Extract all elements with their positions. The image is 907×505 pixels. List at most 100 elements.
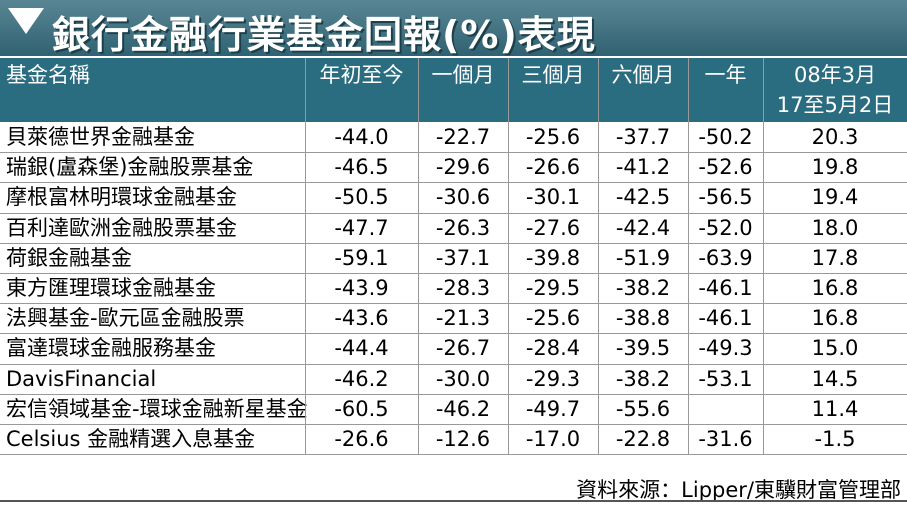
header-cell: 基金名稱 bbox=[6, 63, 90, 87]
column-line bbox=[508, 58, 509, 455]
return-value: 18.0 bbox=[811, 215, 859, 240]
return-value: -31.6 bbox=[698, 427, 753, 451]
row-line bbox=[0, 333, 907, 335]
return-value: -50.5 bbox=[334, 185, 389, 210]
return-value: 19.8 bbox=[811, 155, 859, 180]
return-value: -26.6 bbox=[525, 155, 581, 180]
return-value: -56.5 bbox=[698, 185, 753, 210]
return-value: 19.4 bbox=[811, 185, 859, 210]
row-line bbox=[0, 363, 907, 365]
return-value: -37.7 bbox=[615, 125, 671, 149]
column-line bbox=[763, 58, 764, 455]
return-value: -44.0 bbox=[334, 125, 389, 149]
title-bar bbox=[0, 0, 907, 56]
return-value: -43.9 bbox=[334, 276, 389, 300]
return-value: -52.0 bbox=[698, 215, 753, 240]
return-value: -29.3 bbox=[525, 366, 581, 391]
header-cell: 17至5月2日 bbox=[776, 93, 894, 117]
return-value: 16.8 bbox=[811, 276, 859, 300]
fund-name: 荷銀金融基金 bbox=[6, 245, 132, 270]
return-value: -26.6 bbox=[334, 427, 389, 451]
return-value: -28.3 bbox=[435, 276, 491, 300]
return-value: -44.4 bbox=[334, 336, 389, 361]
row-line bbox=[0, 393, 907, 395]
return-value: -30.0 bbox=[435, 366, 491, 391]
return-value: -25.6 bbox=[525, 125, 581, 149]
fund-name: 法興基金-歐元區金融股票 bbox=[6, 306, 245, 331]
return-value: -46.2 bbox=[435, 396, 491, 421]
return-value: -12.6 bbox=[435, 427, 491, 451]
row-line bbox=[0, 454, 907, 456]
row-line bbox=[0, 242, 907, 244]
return-value: -50.2 bbox=[698, 125, 753, 149]
return-value: -42.4 bbox=[615, 215, 671, 240]
fund-name: 貝萊德世界金融基金 bbox=[6, 125, 195, 149]
return-value: -52.6 bbox=[698, 155, 753, 180]
return-value: 14.5 bbox=[811, 366, 859, 391]
return-value: -60.5 bbox=[334, 396, 389, 421]
return-value: -27.6 bbox=[525, 215, 581, 240]
return-value: -59.1 bbox=[334, 245, 389, 270]
return-value: -39.5 bbox=[615, 336, 671, 361]
fund-name: 宏信領域基金-環球金融新星基金 bbox=[6, 396, 308, 421]
return-value: -46.1 bbox=[698, 276, 753, 300]
return-value: -51.9 bbox=[615, 245, 671, 270]
fund-name: DavisFinancial bbox=[6, 366, 157, 391]
header-row bbox=[0, 58, 907, 122]
return-value: -30.1 bbox=[525, 185, 581, 210]
return-value: 17.8 bbox=[811, 245, 859, 270]
return-value: -38.2 bbox=[615, 276, 671, 300]
header-cell: 三個月 bbox=[521, 63, 585, 87]
return-value: -47.7 bbox=[334, 215, 389, 240]
row-line bbox=[0, 212, 907, 214]
row-line bbox=[0, 182, 907, 184]
return-value: -46.1 bbox=[698, 306, 753, 331]
return-value: -30.6 bbox=[435, 185, 491, 210]
return-value: -1.5 bbox=[814, 427, 856, 451]
return-value: -37.1 bbox=[435, 245, 491, 270]
fund-name: 百利達歐洲金融股票基金 bbox=[6, 215, 237, 240]
row-line bbox=[0, 273, 907, 274]
return-value: -49.3 bbox=[698, 336, 753, 361]
return-value: 15.0 bbox=[811, 336, 859, 361]
return-value: 11.4 bbox=[811, 396, 859, 421]
return-value: -29.6 bbox=[435, 155, 491, 180]
return-value: -38.8 bbox=[615, 306, 671, 331]
return-value: -39.8 bbox=[525, 245, 581, 270]
return-value: -55.6 bbox=[615, 396, 671, 421]
header-cell: 08年3月 bbox=[793, 63, 877, 87]
column-line bbox=[305, 58, 306, 455]
header-cell: 一年 bbox=[704, 63, 747, 87]
column-line bbox=[688, 58, 689, 455]
fund-name: 摩根富林明環球金融基金 bbox=[6, 185, 237, 210]
return-value: -38.2 bbox=[615, 366, 671, 391]
return-value: -43.6 bbox=[334, 306, 389, 331]
header-cell: 一個月 bbox=[431, 63, 495, 87]
return-value: 20.3 bbox=[811, 125, 859, 149]
return-value: -28.4 bbox=[525, 336, 581, 361]
return-value: -22.8 bbox=[615, 427, 671, 451]
return-value: -49.7 bbox=[525, 396, 581, 421]
return-value: -17.0 bbox=[525, 427, 581, 451]
row-line bbox=[0, 152, 907, 154]
title-marker bbox=[8, 8, 44, 34]
return-value: -42.5 bbox=[615, 185, 671, 210]
return-value: -53.1 bbox=[698, 366, 753, 391]
return-value: -26.3 bbox=[435, 215, 491, 240]
row-line bbox=[0, 424, 907, 425]
source: 資料來源：Lipper/東驥財富管理部 bbox=[576, 478, 901, 502]
return-value: -63.9 bbox=[698, 245, 753, 270]
return-value: -29.5 bbox=[525, 276, 581, 300]
return-value: 16.8 bbox=[811, 306, 859, 331]
fund-name: Celsius 金融精選入息基金 bbox=[6, 427, 256, 451]
header-cell: 六個月 bbox=[611, 63, 675, 87]
fund-name: 東方匯理環球金融基金 bbox=[6, 276, 216, 300]
return-value: -46.5 bbox=[334, 155, 389, 180]
row-line bbox=[0, 303, 907, 305]
return-value: -22.7 bbox=[435, 125, 491, 149]
return-value: -41.2 bbox=[615, 155, 671, 180]
fund-name: 瑞銀(盧森堡)金融股票基金 bbox=[6, 155, 254, 180]
header-cell: 年初至今 bbox=[319, 63, 404, 87]
return-value: -26.7 bbox=[435, 336, 491, 361]
